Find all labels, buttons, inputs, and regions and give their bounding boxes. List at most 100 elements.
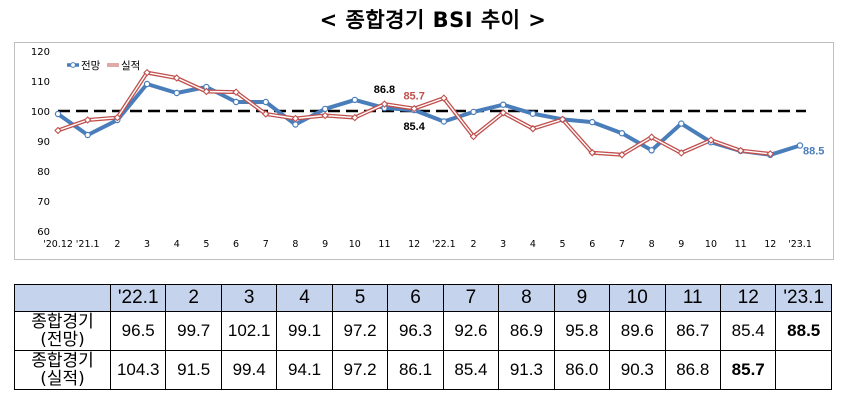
x-tick-label: 2 — [114, 239, 120, 250]
data-point-actual — [677, 149, 686, 157]
data-point-actual — [647, 133, 656, 141]
x-tick-label: 10 — [349, 239, 361, 250]
row-label-line1: 종합경기 — [31, 312, 94, 332]
data-point-actual — [321, 111, 329, 120]
table-cell: 94.1 — [276, 350, 333, 390]
table-cell: 97.2 — [331, 311, 389, 351]
table-header-cell: 7 — [442, 284, 500, 312]
data-point-forecast — [232, 98, 240, 106]
table-cell: 86.7 — [664, 311, 721, 351]
data-point-actual — [410, 104, 418, 113]
data-point-actual — [232, 88, 240, 96]
data-point-forecast — [589, 118, 596, 126]
data-point-forecast — [529, 110, 537, 117]
x-tick-label: 4 — [174, 239, 180, 250]
row-label-line2: (전망) — [40, 330, 85, 350]
table-cell: 96.3 — [387, 311, 444, 351]
legend-marker-forecast — [70, 62, 76, 68]
data-point-actual — [113, 113, 122, 122]
x-tick-label: 9 — [322, 239, 328, 250]
x-tick-label: '23.1 — [788, 239, 812, 250]
data-label: 88.5 — [803, 146, 824, 158]
data-point-forecast — [292, 121, 299, 128]
table-cell: 89.6 — [609, 311, 666, 351]
data-point-actual — [499, 109, 507, 117]
x-tick-label: 5 — [203, 239, 209, 250]
data-label: 85.4 — [403, 121, 425, 133]
data-point-actual — [54, 126, 62, 135]
data-point-actual — [172, 74, 181, 82]
x-tick-label: 7 — [263, 239, 269, 250]
data-point-actual — [618, 151, 626, 159]
data-point-forecast — [500, 101, 507, 108]
table-cell: 99.7 — [165, 311, 222, 351]
table-row: 종합경기 (실적) 104.3 91.5 99.4 94.1 97.2 86.1 85.4 91.… — [14, 350, 832, 390]
table-header-cell: 8 — [498, 284, 555, 312]
row-label-line2: (실적) — [40, 369, 85, 389]
x-tick-label: 12 — [764, 239, 776, 250]
data-point-actual — [558, 115, 567, 124]
x-tick-label: 11 — [735, 239, 747, 250]
data-point-forecast — [796, 142, 804, 149]
legend-label-forecast: 전망 — [81, 60, 101, 72]
table-row-label: 종합경기 (실적) — [14, 350, 111, 390]
x-tick-label: 6 — [233, 239, 239, 250]
table-cell: 102.1 — [220, 311, 278, 351]
x-tick-label: '21.1 — [76, 239, 100, 250]
y-tick-label: 110 — [31, 77, 50, 88]
data-point-actual — [143, 68, 151, 77]
table-header-cell: 2 — [165, 284, 222, 312]
table-row-label: 종합경기 (전망) — [14, 311, 111, 351]
y-tick-label: 120 — [31, 47, 50, 58]
data-point-actual — [529, 124, 537, 133]
series-line-actual — [57, 70, 771, 157]
x-tick-label: 12 — [408, 239, 420, 250]
table-cell: 99.1 — [276, 311, 333, 351]
y-tick-label: 70 — [37, 197, 50, 208]
x-tick-label: 5 — [560, 239, 566, 250]
table-header-cell: '22.1 — [109, 284, 167, 312]
data-point-forecast — [84, 131, 91, 139]
table-cell: 91.5 — [165, 350, 222, 390]
table-cell: 86.9 — [498, 311, 555, 351]
table-cell: 99.4 — [220, 350, 278, 390]
data-point-actual — [380, 100, 389, 108]
table-header-cell: 9 — [553, 284, 611, 312]
x-tick-label: 8 — [649, 239, 655, 250]
series-line-forecast — [56, 82, 801, 157]
table-cell: 86.0 — [553, 350, 611, 390]
table-cell: 88.5 — [775, 311, 832, 351]
table-header-cell: 12 — [719, 284, 777, 312]
data-point-actual — [351, 113, 359, 122]
x-tick-label: 2 — [470, 239, 476, 250]
table-cell: 95.8 — [553, 311, 611, 351]
data-point-actual — [588, 148, 597, 157]
x-tick-label: 6 — [589, 239, 595, 250]
x-tick-label: 8 — [292, 239, 298, 250]
data-point-actual — [766, 150, 775, 158]
data-point-forecast — [648, 147, 655, 154]
table-cell: 96.5 — [109, 311, 167, 351]
row-label-line1: 종합경기 — [31, 351, 94, 371]
data-point-actual — [83, 116, 92, 124]
table-header-cell: 11 — [664, 284, 721, 312]
data-point-forecast — [54, 110, 62, 118]
data-point-forecast — [470, 108, 477, 116]
table-cell: 92.6 — [442, 311, 500, 351]
table-cell: 104.3 — [109, 350, 167, 390]
table-header-row: '22.1 2 3 4 5 6 7 8 9 10 11 12'23.1 — [14, 284, 832, 312]
data-label: 85.7 — [403, 91, 424, 103]
table-row: 종합경기 (전망) 96.5 99.7 102.1 99.1 97.2 96.3 92.6 86.… — [14, 311, 832, 351]
data-point-forecast — [351, 96, 358, 104]
legend-label-actual: 실적 — [121, 60, 140, 72]
data-point-forecast — [321, 105, 329, 113]
chart-container: 60 70 80 90 100 110 120 '20.12'21.1 2 3 4 5 6 7 8 9 10 11… — [14, 42, 834, 260]
y-tick-label: 100 — [31, 107, 50, 118]
data-point-forecast — [618, 129, 626, 137]
table-corner-cell — [14, 284, 111, 312]
data-point-actual — [736, 146, 745, 155]
bsi-table: '22.1 2 3 4 5 6 7 8 9 10 11 12'23.1 종합경기 (전망) 96.5 99.7… — [14, 284, 832, 390]
table-header-cell: '23.1 — [775, 284, 832, 312]
y-tick-label: 80 — [37, 167, 50, 178]
table-cell: 85.7 — [719, 350, 777, 390]
